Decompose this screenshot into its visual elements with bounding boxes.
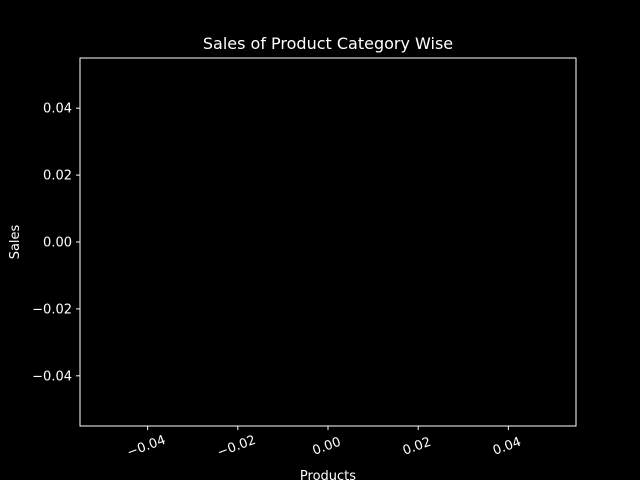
y-tick-label: −0.04 <box>32 369 72 384</box>
x-axis-label: Products <box>300 469 356 480</box>
y-tick-label: 0.04 <box>43 102 72 117</box>
y-axis-ticks: −0.04 −0.02 0.00 0.02 0.04 <box>32 102 80 384</box>
y-tick-label: −0.02 <box>32 302 72 317</box>
y-tick-label: 0.00 <box>43 236 72 251</box>
y-tick-label: 0.02 <box>43 169 72 184</box>
chart-title: Sales of Product Category Wise <box>203 34 453 53</box>
y-axis-label: Sales <box>8 224 23 259</box>
